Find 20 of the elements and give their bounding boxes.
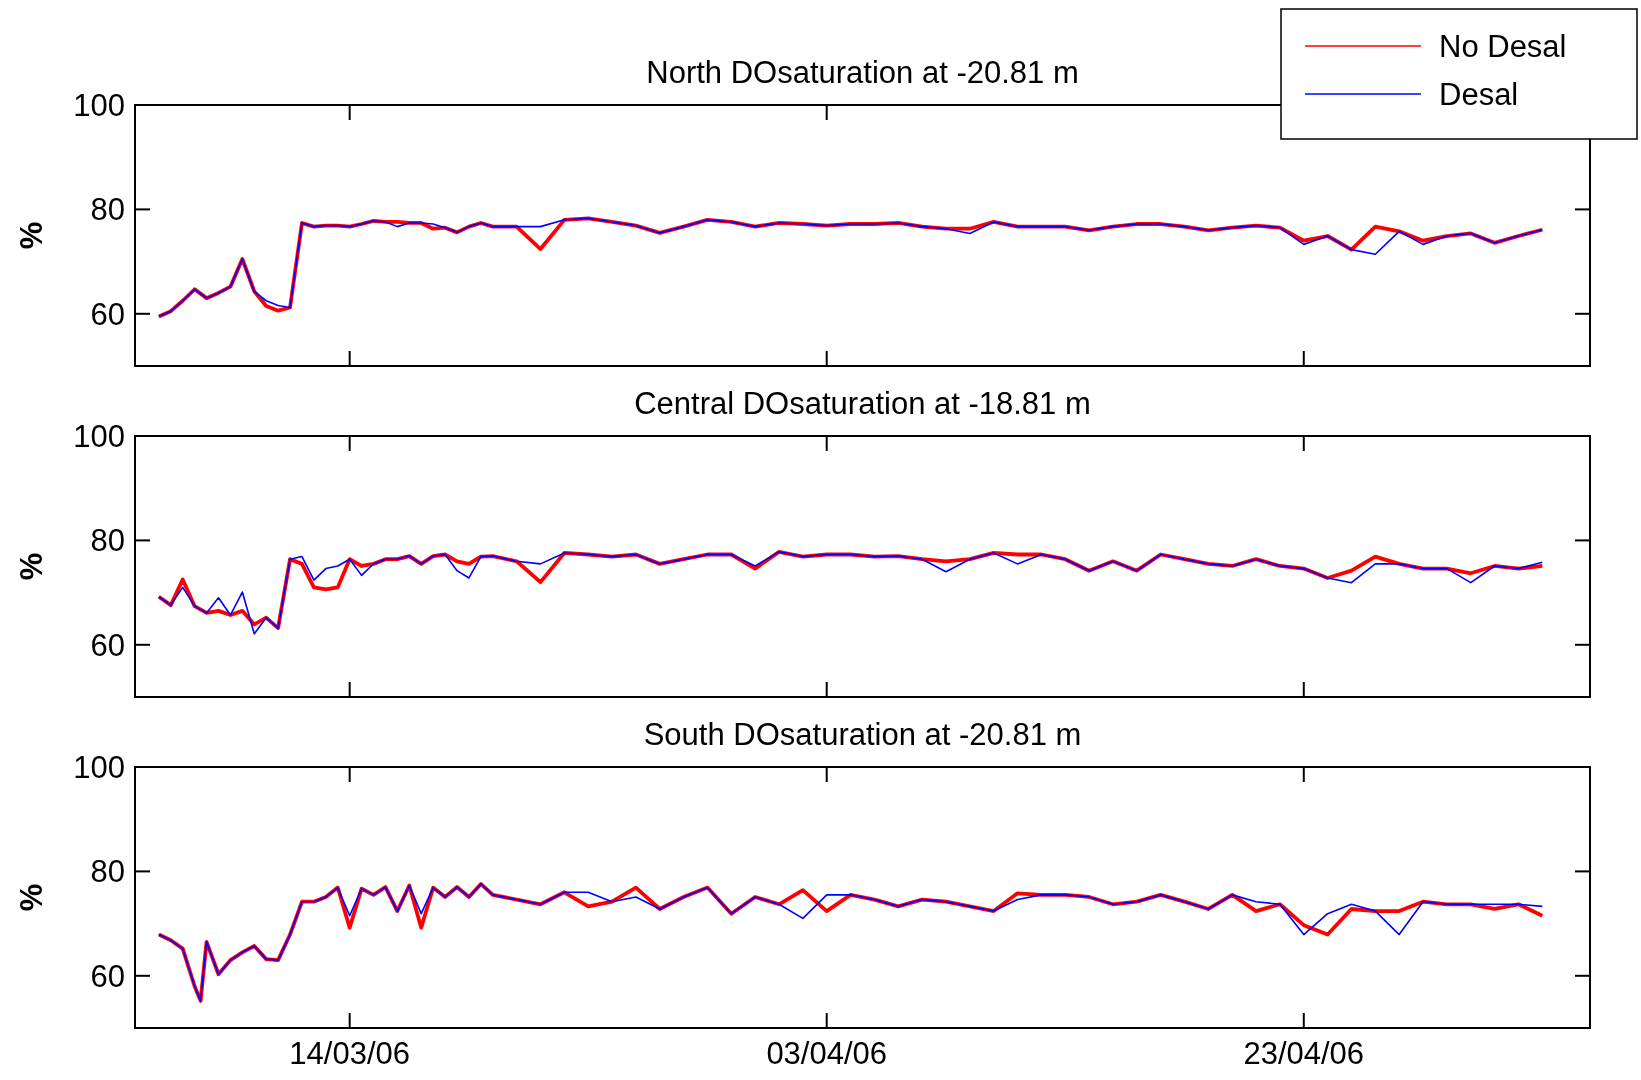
x-tick-label: 03/04/06	[766, 1036, 888, 1071]
y-tick-label: 100	[73, 87, 125, 123]
y-tick-label: 100	[73, 418, 125, 454]
x-tick-label: 23/04/06	[1243, 1036, 1365, 1071]
x-tick-label: 14/03/06	[289, 1036, 411, 1071]
y-tick-label: 60	[90, 627, 125, 663]
y-axis-title: %	[14, 221, 49, 250]
legend-label: No Desal	[1439, 28, 1567, 64]
legend-label: Desal	[1439, 76, 1519, 112]
chart-title: Central DOsaturation at -18.81 m	[634, 386, 1091, 421]
y-tick-label: 80	[90, 854, 125, 890]
y-tick-label: 80	[90, 523, 125, 559]
chart-title: South DOsaturation at -20.81 m	[643, 717, 1082, 752]
y-axis-title: %	[14, 552, 49, 581]
y-tick-label: 60	[90, 958, 125, 994]
y-tick-label: 80	[90, 192, 125, 228]
y-tick-label: 60	[90, 296, 125, 332]
y-tick-label: 100	[73, 749, 125, 785]
y-axis-title: %	[14, 883, 49, 912]
chart-title: North DOsaturation at -20.81 m	[646, 55, 1079, 90]
